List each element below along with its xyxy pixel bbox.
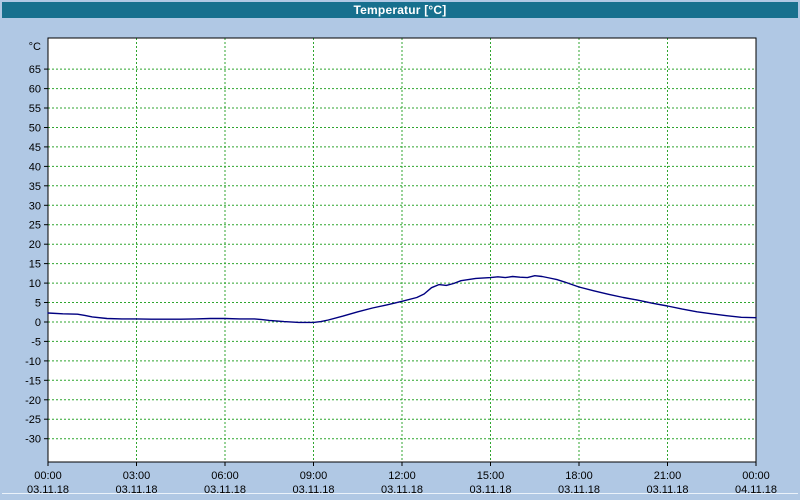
svg-text:03.11.18: 03.11.18 — [27, 484, 69, 496]
svg-text:03.11.18: 03.11.18 — [469, 484, 511, 496]
window-title-bar: Temperatur [°C] — [2, 2, 798, 18]
gridlines — [48, 38, 756, 462]
svg-text:03.11.18: 03.11.18 — [204, 484, 246, 496]
svg-text:45: 45 — [29, 142, 41, 154]
svg-text:-15: -15 — [25, 375, 41, 387]
svg-text:21:00: 21:00 — [654, 470, 682, 482]
svg-text:03.11.18: 03.11.18 — [381, 484, 423, 496]
svg-text:30: 30 — [29, 200, 41, 212]
svg-text:-20: -20 — [25, 395, 41, 407]
svg-text:03.11.18: 03.11.18 — [558, 484, 600, 496]
chart-area: -30 -25 -20 -15 -10 -5 0 5 10 15 20 25 30 35 40 45 50 55 6… — [0, 18, 800, 500]
y-axis: -30 -25 -20 -15 -10 -5 0 5 10 15 20 25 30 35 40 45 50 55 6… — [25, 41, 48, 446]
svg-text:03.11.18: 03.11.18 — [646, 484, 688, 496]
temperature-series-line — [47, 275, 757, 324]
svg-text:60: 60 — [29, 84, 41, 96]
svg-text:00:00: 00:00 — [742, 470, 770, 482]
svg-text:35: 35 — [29, 181, 41, 193]
svg-text:12:00: 12:00 — [388, 470, 416, 482]
y-axis-unit-label: °C — [29, 41, 41, 53]
svg-text:65: 65 — [29, 64, 41, 76]
svg-text:18:00: 18:00 — [565, 470, 593, 482]
temperature-line-chart: -30 -25 -20 -15 -10 -5 0 5 10 15 20 25 30 35 40 45 50 55 6… — [25, 37, 777, 496]
svg-text:55: 55 — [29, 103, 41, 115]
svg-text:03.11.18: 03.11.18 — [115, 484, 157, 496]
svg-text:20: 20 — [29, 239, 41, 251]
svg-text:03.11.18: 03.11.18 — [292, 484, 334, 496]
svg-text:00:00: 00:00 — [34, 470, 62, 482]
window-title: Temperatur [°C] — [353, 3, 447, 17]
svg-text:25: 25 — [29, 220, 41, 232]
svg-text:40: 40 — [29, 161, 41, 173]
svg-text:-5: -5 — [31, 336, 41, 348]
svg-text:04.11.18: 04.11.18 — [735, 484, 777, 496]
svg-text:03:00: 03:00 — [123, 470, 151, 482]
svg-text:-30: -30 — [25, 434, 41, 446]
svg-text:15:00: 15:00 — [477, 470, 505, 482]
svg-text:-10: -10 — [25, 356, 41, 368]
window-bottom-edge — [2, 493, 798, 494]
svg-text:0: 0 — [35, 317, 41, 329]
svg-text:-25: -25 — [25, 414, 41, 426]
svg-text:10: 10 — [29, 278, 41, 290]
svg-text:50: 50 — [29, 123, 41, 135]
svg-text:5: 5 — [35, 298, 41, 310]
svg-text:06:00: 06:00 — [211, 470, 239, 482]
x-axis: 00:00 03.11.18 03:00 03.11.18 06:00 03.11.18 0… — [27, 462, 777, 496]
svg-text:09:00: 09:00 — [300, 470, 328, 482]
svg-text:15: 15 — [29, 259, 41, 271]
